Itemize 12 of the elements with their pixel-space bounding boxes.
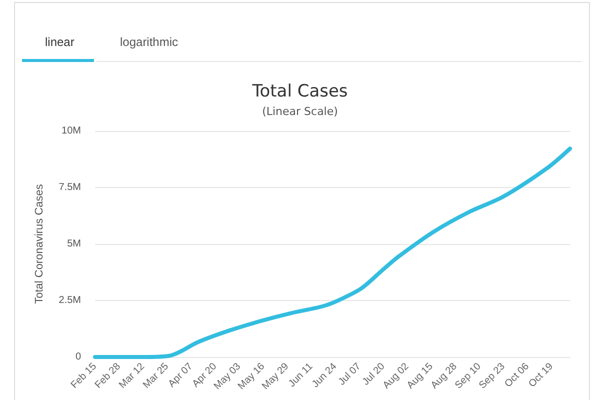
y-tick-label: 2.5M (58, 295, 81, 306)
y-tick-label: 10M (62, 126, 81, 136)
chart-subtitle: (Linear Scale) (262, 105, 338, 118)
text: linear (45, 35, 74, 49)
line-series (93, 146, 572, 359)
chart-title: Total Cases (251, 82, 348, 102)
y-tick-label: 5M (67, 238, 81, 250)
y-tick-label: 0 (75, 352, 82, 362)
text: logarithmic (120, 35, 178, 49)
y-axis-title: Total Coronavirus Cases (34, 184, 46, 304)
x-tick-label: Jul 07 (336, 360, 364, 388)
y-tick-label: 7.5M (58, 182, 81, 193)
